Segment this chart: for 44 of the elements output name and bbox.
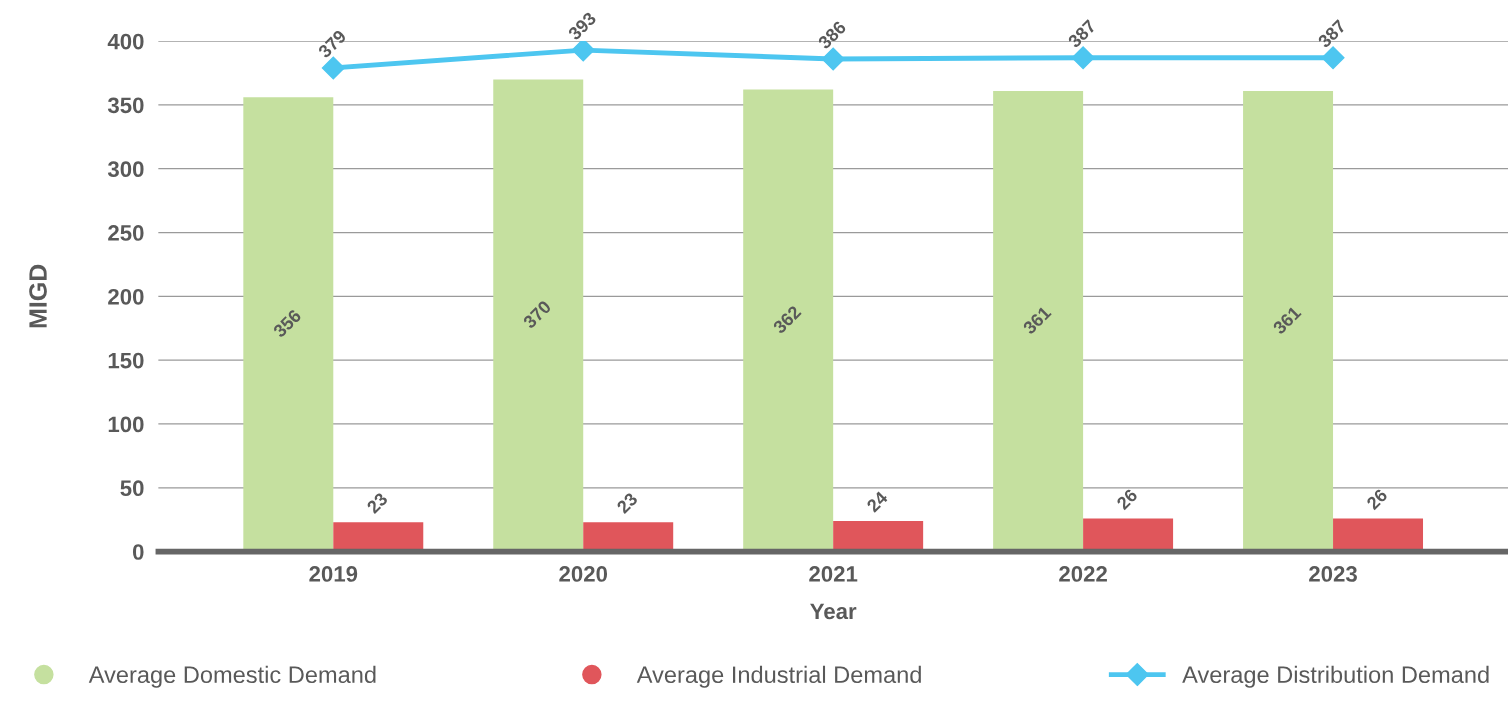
data-label: 393 [567, 11, 597, 41]
data-label: 370 [522, 299, 552, 330]
y-tick-label: 400 [107, 33, 144, 50]
x-tick-label: 2023 [1309, 566, 1357, 582]
bar [1243, 90, 1334, 552]
bar [333, 522, 424, 552]
bar [993, 90, 1084, 552]
data-label: 23 [615, 491, 639, 515]
y-tick-label: 300 [107, 161, 144, 178]
y-tick-label: 0 [132, 544, 144, 560]
x-axis-title: Year [810, 603, 857, 620]
data-label: 386 [817, 20, 847, 50]
data-label: 361 [1272, 305, 1302, 336]
data-label: 379 [317, 29, 347, 59]
y-tick-label: 200 [108, 288, 144, 305]
y-axis-title: MIGD [29, 264, 47, 328]
x-tick-label: 2021 [809, 566, 858, 582]
y-tick-label: 50 [120, 480, 144, 497]
y-tick-label: 250 [108, 225, 144, 241]
bar [583, 522, 674, 552]
legend-label: Average Industrial Demand [636, 665, 921, 688]
data-label: 387 [1317, 19, 1347, 49]
bar [243, 97, 334, 552]
data-label: 361 [1022, 305, 1052, 336]
y-tick-label: 150 [108, 352, 144, 369]
bar [1333, 518, 1424, 552]
legend-label: Average Domestic Demand [88, 665, 376, 688]
bar [1083, 518, 1174, 552]
data-label: 26 [1115, 488, 1139, 511]
data-label: 23 [366, 491, 389, 515]
data-label: 26 [1365, 488, 1389, 511]
x-tick-label: 2019 [309, 566, 358, 582]
legend-label: Average Distribution Demand [1182, 665, 1489, 688]
data-label: 24 [865, 490, 889, 513]
y-tick-label: 350 [107, 97, 144, 114]
y-tick-label: 100 [108, 416, 144, 433]
data-label: 362 [772, 304, 802, 335]
x-tick-label: 2022 [1059, 566, 1107, 582]
x-tick-label: 2020 [559, 566, 608, 582]
data-label: 387 [1067, 19, 1097, 49]
data-label: 356 [272, 308, 302, 339]
bar [493, 79, 584, 552]
bar [833, 520, 924, 552]
bar [743, 89, 834, 552]
